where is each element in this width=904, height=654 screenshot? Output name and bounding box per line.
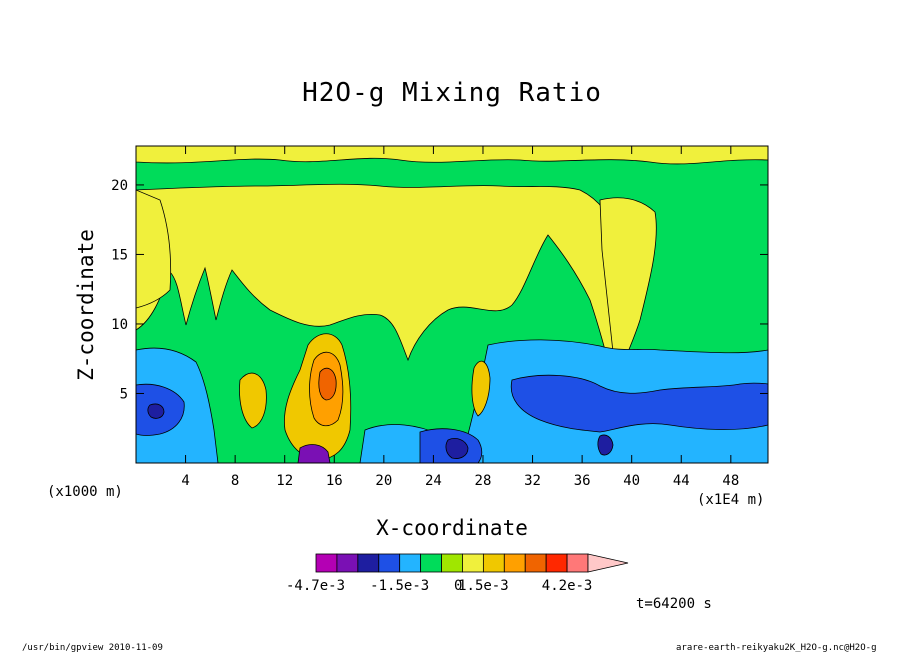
field-yellow-upper [136,146,768,165]
plot-frame [135,145,769,464]
colorbar-swatch [336,553,359,573]
colorbar-swatch [545,553,568,573]
field-blue-right [510,374,768,433]
colorbar-swatch [420,553,442,573]
x-unit-note: (x1000 m) [47,484,123,500]
x-tick-label: 32 [524,473,541,489]
plot-area [136,146,768,463]
colorbar-swatch [503,553,526,573]
colorbar-swatch [399,553,422,573]
x-tick-label: 48 [722,473,739,489]
colorbar-label: -1.5e-3 [370,578,429,594]
chart-title: H2O-g Mixing Ratio [302,78,602,108]
colorbar-swatch [566,553,589,573]
x-tick-label: 16 [326,473,343,489]
colorbar-swatch [462,553,484,573]
field-red-core [318,367,337,401]
x-tick-label: 36 [574,473,591,489]
colorbar-label: 0 [454,578,462,594]
y-tick-label: 5 [120,386,128,402]
colorbar-label: -4.7e-3 [286,578,345,594]
field-darkblue-core-2 [445,438,469,459]
time-label: t=64200 s [636,596,712,612]
colorbar: -4.7e-3 -1.5e-3 01.5e-3 4.2e-3 [286,553,629,594]
colorbar-extend-arrow [587,553,629,573]
x-tick-label: 24 [425,473,442,489]
field-yellow-right [599,197,657,381]
x-tick-label: 12 [276,473,293,489]
colorbar-swatch [441,553,463,573]
colorbar-label: 1.5e-3 [458,578,509,594]
y-axis-ticks: 5 10 15 20 [111,178,768,402]
field-yellow-column [239,372,267,429]
x-tick-label: 44 [673,473,690,489]
x-tick-label: 40 [623,473,640,489]
y-tick-label: 10 [111,317,128,333]
x-tick-label: 8 [231,473,239,489]
footer-right: arare-earth-reikyaku2K_H2O-g.nc@H2O-g [676,643,877,653]
y-tick-label: 15 [111,247,128,263]
field-yellow-right-column [471,360,491,417]
x-axis-label: X-coordinate [376,516,528,540]
colorbar-swatch [315,553,338,573]
field-yellow-central [136,183,633,386]
y-tick-label: 20 [111,178,128,194]
field-darkblue-core-3 [597,434,614,456]
field-darkblue-core-1 [147,403,165,419]
colorbar-swatch [357,553,380,573]
colorbar-swatch [482,553,505,573]
colorbar-swatch [524,553,547,573]
field-purple-surface [297,444,331,463]
footer-left: /usr/bin/gpview 2010-11-09 [22,643,163,653]
x-tick-label: 4 [181,473,189,489]
field-yellow-left [136,189,172,309]
x-axis-ticks: 4 8 12 16 20 24 28 32 36 40 44 48 [181,146,739,489]
x-tick-label: 28 [475,473,492,489]
colorbar-label: 4.2e-3 [542,578,593,594]
colorbar-swatch [378,553,401,573]
x-scale-note: (x1E4 m) [697,492,765,508]
x-tick-label: 20 [375,473,392,489]
